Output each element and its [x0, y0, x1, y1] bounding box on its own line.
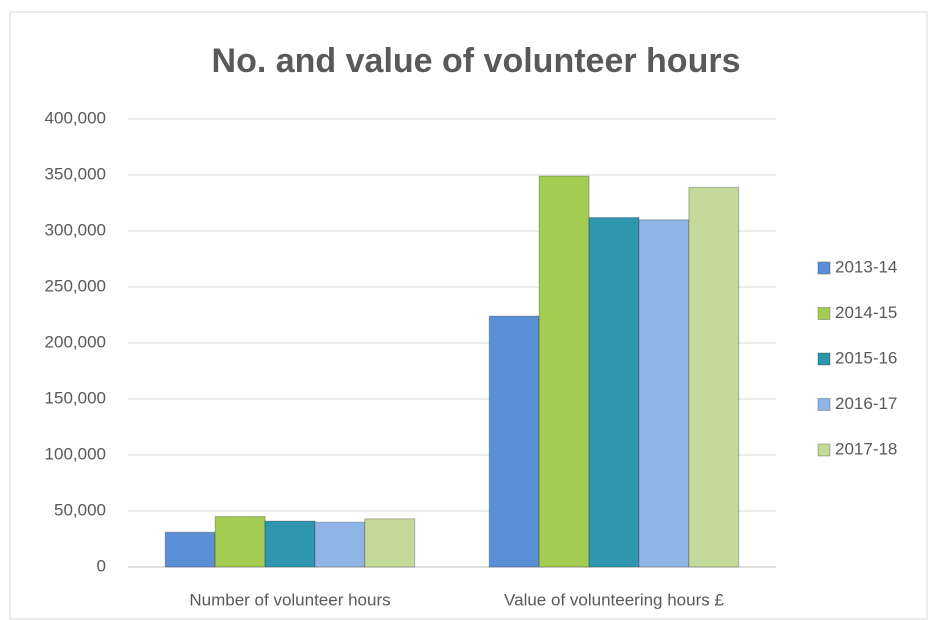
x-tick-label: Value of volunteering hours £: [504, 590, 724, 609]
bar: [488, 315, 540, 568]
bar: [688, 186, 740, 568]
legend-label: 2016-17: [835, 394, 897, 413]
legend-label: 2015-16: [835, 348, 897, 367]
bar: [538, 175, 590, 568]
bar: [264, 520, 316, 568]
y-tick-label: 150,000: [45, 388, 106, 407]
bar: [364, 518, 416, 568]
chart-frame: [9, 11, 928, 620]
bar: [638, 219, 690, 568]
legend-swatch: [817, 307, 831, 320]
y-tick-label: 0: [97, 556, 106, 575]
y-tick-label: 300,000: [45, 220, 106, 239]
legend-swatch: [817, 261, 831, 275]
bar: [588, 217, 640, 568]
x-tick-label: Number of volunteer hours: [189, 590, 390, 609]
legend-label: 2014-15: [835, 303, 897, 322]
y-tick-label: 250,000: [45, 276, 106, 295]
legend-label: 2013-14: [835, 257, 897, 276]
y-tick-label: 350,000: [45, 164, 106, 183]
legend-swatch: [817, 398, 831, 411]
bar: [164, 531, 216, 568]
y-tick-label: 50,000: [54, 500, 106, 519]
y-tick-label: 400,000: [45, 108, 106, 127]
legend-label: 2017-18: [835, 439, 897, 458]
legend-swatch: [817, 352, 831, 366]
bar: [314, 521, 366, 568]
chart-title: No. and value of volunteer hours: [212, 42, 741, 80]
y-tick-label: 100,000: [45, 444, 106, 463]
y-tick-label: 200,000: [45, 332, 106, 351]
bar: [214, 516, 266, 568]
legend-swatch: [817, 443, 831, 457]
